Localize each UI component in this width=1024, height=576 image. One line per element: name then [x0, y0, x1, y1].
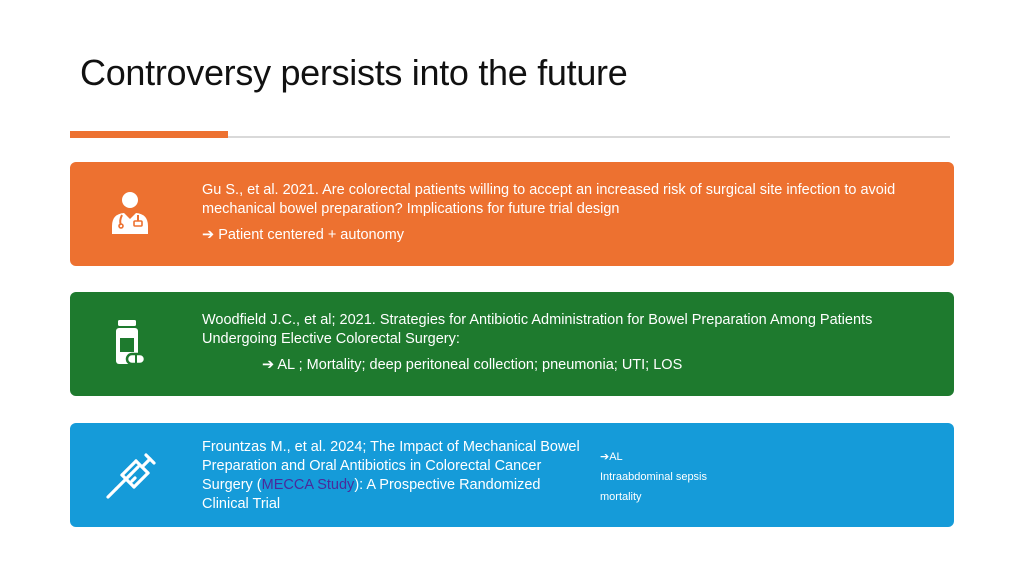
- citation-text: Gu S., et al. 2021. Are colorectal patie…: [202, 182, 896, 217]
- slide-title: Controversy persists into the future: [80, 52, 628, 93]
- reference-card-frountzas: Frountzas M., et al. 2024; The Impact of…: [70, 423, 954, 527]
- note-sepsis: Intraabdominal sepsis: [600, 471, 708, 483]
- outcome-notes: ➔AL Intraabdominal sepsis mortality: [600, 447, 707, 507]
- doctor-icon: [104, 188, 156, 240]
- citation-text: Woodfield J.C., et al; 2021. Strategies …: [202, 312, 873, 347]
- arrow-icon: ➔: [202, 227, 215, 243]
- reference-card-woodfield: Woodfield J.C., et al; 2021. Strategies …: [70, 292, 954, 396]
- arrow-icon: ➔: [600, 451, 610, 463]
- note-al: ➔AL: [600, 451, 623, 463]
- title-divider: [228, 136, 950, 138]
- medicine-icon: [104, 318, 156, 370]
- syringe-icon: [104, 449, 156, 501]
- takeaway-text: AL ; Mortality; deep peritoneal collecti…: [277, 357, 683, 373]
- takeaway-text: Patient centered + autonomy: [218, 227, 404, 243]
- citation-text: Frountzas M., et al. 2024; The Impact of…: [202, 439, 580, 512]
- note-mortality: mortality: [600, 491, 642, 503]
- arrow-icon: ➔: [262, 357, 275, 373]
- mecca-study-link[interactable]: MECCA Study: [261, 477, 355, 493]
- takeaway-line: ➔ Patient centered + autonomy: [202, 226, 942, 245]
- reference-card-gu: Gu S., et al. 2021. Are colorectal patie…: [70, 162, 954, 266]
- takeaway-line: ➔ AL ; Mortality; deep peritoneal collec…: [202, 356, 942, 375]
- title-accent-bar: [70, 131, 228, 138]
